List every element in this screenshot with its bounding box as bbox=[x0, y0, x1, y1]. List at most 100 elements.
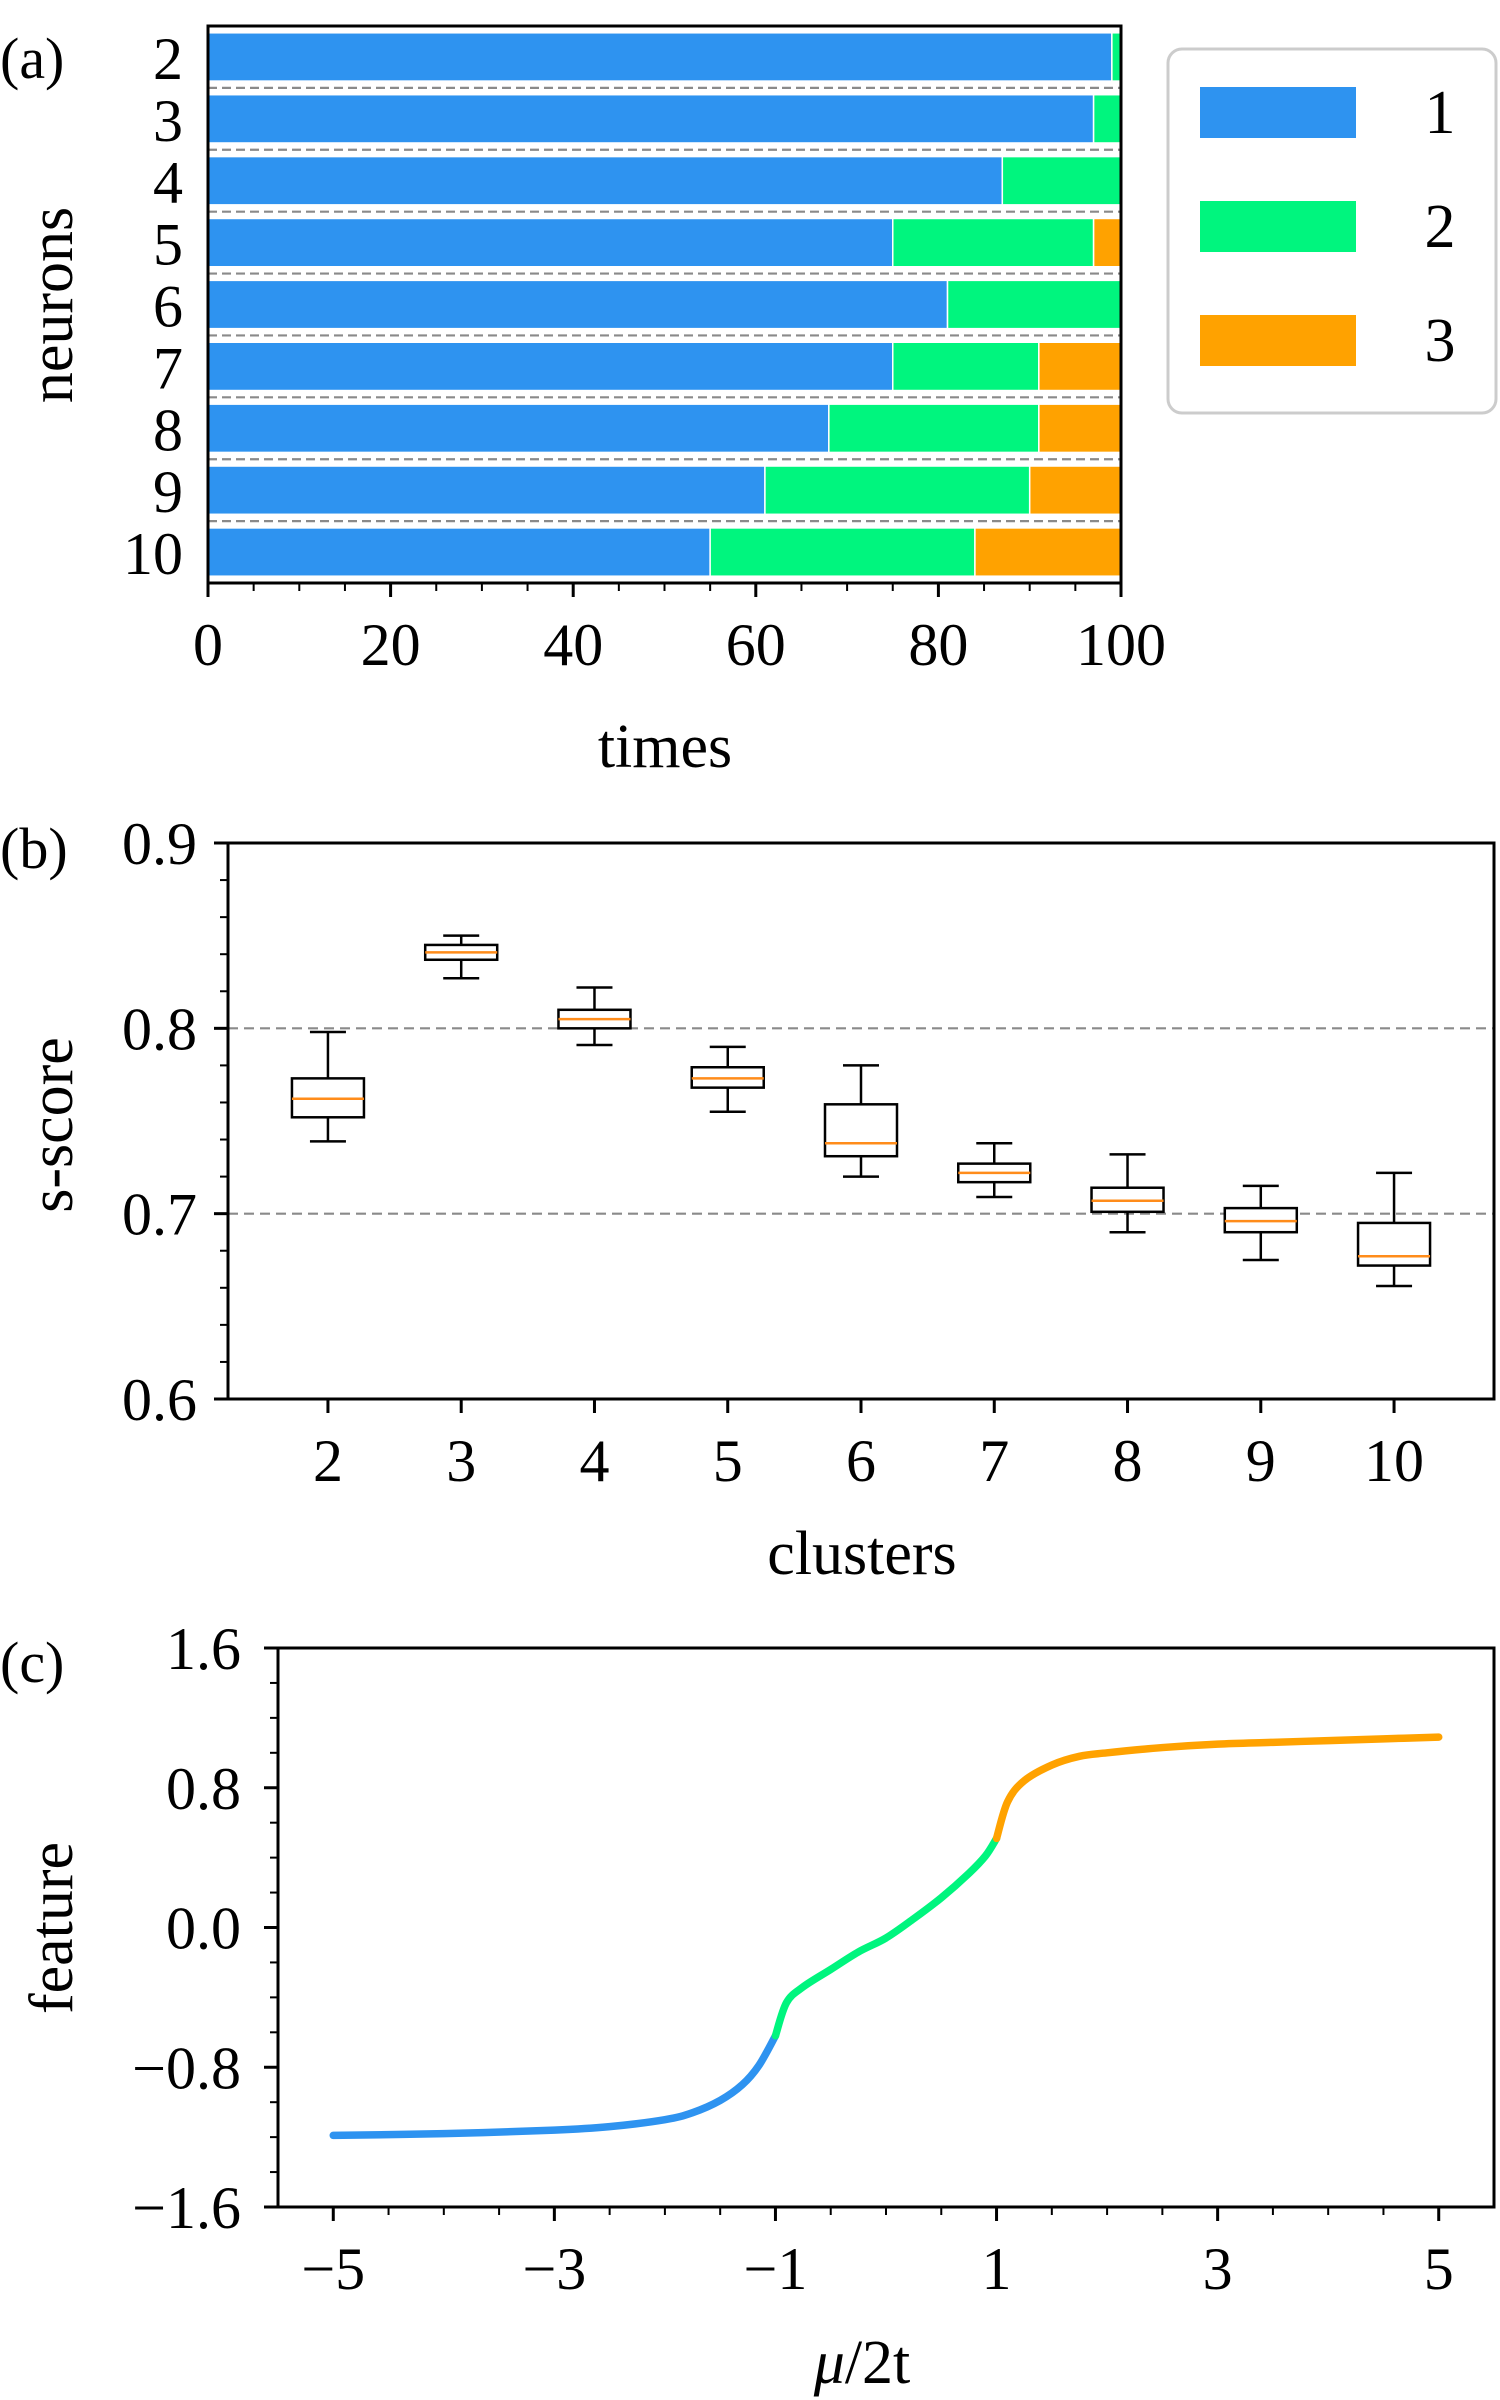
panel-c-x-axis-label-rest: /2t bbox=[845, 2329, 910, 2397]
panel-b-x-tick-labels: 2 3 4 5 6 7 8 9 10 bbox=[313, 1428, 1424, 1494]
panel-c-x-axis-label: μ/2t bbox=[813, 2329, 911, 2397]
y-tick-label: 0.9 bbox=[122, 811, 197, 877]
panel-c-x-tick-labels: −5 −3 −1 1 3 5 bbox=[301, 2236, 1453, 2302]
bar-7-series-3 bbox=[1038, 341, 1122, 392]
box-cluster-10 bbox=[1356, 1171, 1432, 1288]
legend-swatch-1 bbox=[1200, 87, 1356, 138]
x-tick-label: 3 bbox=[446, 1428, 476, 1494]
panel-a-legend: 1 2 3 bbox=[1166, 47, 1498, 415]
legend-label-3: 3 bbox=[1425, 307, 1456, 375]
bar-5-series-3 bbox=[1092, 217, 1122, 268]
bar-7-series-1 bbox=[207, 341, 894, 392]
bar-4-series-2 bbox=[1001, 155, 1122, 206]
panel-a-axes bbox=[206, 24, 1123, 597]
bar-9-series-1 bbox=[207, 465, 766, 516]
legend-label-1: 1 bbox=[1425, 79, 1456, 147]
panel-b-box-plot: (b) 0.6 0.7 0.8 0.9 2 3 4 5 6 7 8 9 10 clusters s-s… bbox=[0, 811, 1496, 1588]
iqr-box bbox=[1356, 1221, 1432, 1267]
y-tick-label: −1.6 bbox=[132, 2175, 241, 2241]
x-tick-label: 20 bbox=[361, 612, 421, 678]
x-tick-label: 8 bbox=[1113, 1428, 1143, 1494]
legend-swatch-2 bbox=[1200, 201, 1356, 252]
panel-c-axes bbox=[264, 1646, 1496, 2221]
feature-curve-segment-2 bbox=[771, 1834, 1001, 2040]
bar-8-series-2 bbox=[828, 403, 1040, 454]
x-tick-label: 4 bbox=[579, 1428, 609, 1494]
bar-5-series-2 bbox=[892, 217, 1095, 268]
panel-b-y-tick-labels: 0.6 0.7 0.8 0.9 bbox=[122, 811, 197, 1433]
panel-c-y-axis-label: feature bbox=[18, 1842, 86, 2014]
panel-a-x-axis-label: times bbox=[598, 713, 732, 781]
bar-4-series-1 bbox=[207, 155, 1004, 206]
bar-10-series-2 bbox=[709, 527, 976, 577]
panel-a-bars bbox=[207, 32, 1122, 577]
bar-3-series-2 bbox=[1092, 93, 1122, 144]
panel-b-axes bbox=[214, 841, 1496, 1413]
x-tick-label: 9 bbox=[1246, 1428, 1276, 1494]
panel-c-feature-curve bbox=[329, 1733, 1443, 2140]
x-tick-label: 0 bbox=[193, 612, 223, 678]
bar-7-series-2 bbox=[892, 341, 1040, 392]
y-tick-label: 10 bbox=[123, 521, 183, 587]
box-cluster-4 bbox=[557, 986, 632, 1047]
panel-a-y-axis-label: neurons bbox=[18, 207, 86, 403]
bar-2-series-1 bbox=[207, 32, 1113, 82]
iqr-box bbox=[823, 1103, 899, 1158]
x-tick-label: 3 bbox=[1203, 2236, 1233, 2302]
y-tick-label: −0.8 bbox=[132, 2035, 241, 2101]
box-cluster-2 bbox=[290, 1030, 366, 1143]
bar-10-series-1 bbox=[207, 527, 711, 577]
x-tick-label: 7 bbox=[979, 1428, 1009, 1494]
bar-8-series-1 bbox=[207, 403, 830, 454]
bar-8-series-3 bbox=[1038, 403, 1122, 454]
bar-9-series-2 bbox=[764, 465, 1031, 516]
bar-9-series-3 bbox=[1028, 465, 1122, 516]
box-cluster-9 bbox=[1223, 1184, 1299, 1262]
x-tick-label: −5 bbox=[301, 2236, 365, 2302]
box-cluster-6 bbox=[823, 1064, 899, 1178]
x-tick-label: 10 bbox=[1364, 1428, 1424, 1494]
feature-curve-segment-1 bbox=[329, 2032, 780, 2140]
y-tick-label: 0.0 bbox=[166, 1896, 241, 1962]
legend-swatch-3 bbox=[1200, 315, 1356, 366]
x-tick-label: 40 bbox=[543, 612, 603, 678]
x-tick-label: 5 bbox=[1424, 2236, 1454, 2302]
panel-c-y-tick-labels: 1.6 0.8 0.0 −0.8 −1.6 bbox=[132, 1616, 241, 2241]
bar-6-series-1 bbox=[207, 279, 949, 330]
x-tick-label: 80 bbox=[908, 612, 968, 678]
panel-b-boxes bbox=[290, 934, 1432, 1288]
x-tick-label: 100 bbox=[1076, 612, 1166, 678]
x-tick-label: 5 bbox=[713, 1428, 743, 1494]
panel-b-y-axis-label: s-score bbox=[18, 1037, 86, 1213]
panel-c-x-axis-label-var: μ bbox=[813, 2329, 845, 2397]
y-tick-label: 0.6 bbox=[122, 1367, 197, 1433]
y-tick-label: 0.8 bbox=[166, 1756, 241, 1822]
bar-10-series-3 bbox=[974, 527, 1122, 577]
y-tick-label: 4 bbox=[153, 150, 183, 216]
panel-b-reference-lines bbox=[228, 1027, 1494, 1215]
y-tick-label: 6 bbox=[153, 274, 183, 340]
x-tick-label: 2 bbox=[313, 1428, 343, 1494]
box-cluster-7 bbox=[957, 1141, 1032, 1199]
x-tick-label: 60 bbox=[726, 612, 786, 678]
bar-6-series-2 bbox=[946, 279, 1122, 330]
panel-c-line-chart: (c) 1.6 0.8 0.0 −0.8 −1.6 −5 −3 −1 1 3 5 μ/2t fea… bbox=[0, 1616, 1496, 2397]
panel-c-label: (c) bbox=[0, 1630, 64, 1695]
x-tick-label: −1 bbox=[744, 2236, 808, 2302]
panel-b-label: (b) bbox=[0, 816, 68, 881]
panel-a-x-tick-labels: 0 20 40 60 80 100 bbox=[193, 612, 1166, 678]
legend-label-2: 2 bbox=[1425, 193, 1456, 261]
y-tick-label: 8 bbox=[153, 397, 183, 463]
y-tick-label: 5 bbox=[153, 212, 183, 278]
y-tick-label: 2 bbox=[153, 26, 183, 92]
feature-curve-segment-3 bbox=[992, 1733, 1443, 1843]
y-tick-label: 0.7 bbox=[122, 1182, 197, 1248]
bar-5-series-1 bbox=[207, 217, 894, 268]
x-tick-label: −3 bbox=[522, 2236, 586, 2302]
panel-a-label: (a) bbox=[0, 26, 64, 91]
y-tick-label: 1.6 bbox=[166, 1616, 241, 1682]
y-tick-label: 3 bbox=[153, 88, 183, 154]
x-tick-label: 6 bbox=[846, 1428, 876, 1494]
